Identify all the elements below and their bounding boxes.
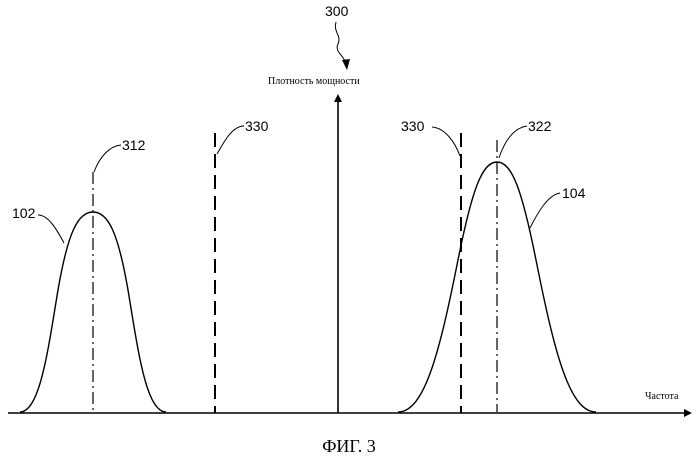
right-curve-leader [530, 193, 560, 228]
right-boundary-leader [432, 127, 460, 156]
right-curve-ref-label: 104 [562, 185, 586, 201]
power-density-axis-label: Плотность мощности [268, 76, 360, 87]
right-peak-ref-label: 322 [528, 118, 552, 134]
figure-number-arrowhead [342, 59, 350, 70]
left-peak-ref-label: 312 [122, 137, 146, 153]
left-boundary-leader [217, 126, 244, 154]
right-peak-leader [499, 126, 527, 158]
left-boundary-ref-label: 330 [245, 118, 269, 134]
figure-number-label: 300 [325, 3, 349, 19]
right-boundary-ref-label: 330 [401, 118, 425, 134]
left-curve-ref-label: 102 [12, 205, 36, 221]
figure-caption: ФИГ. 3 [322, 436, 376, 456]
left-curve-leader [38, 215, 64, 243]
figure-number-leader [335, 22, 346, 64]
left-peak-leader [94, 145, 121, 172]
frequency-axis-label: Частота [645, 391, 679, 402]
